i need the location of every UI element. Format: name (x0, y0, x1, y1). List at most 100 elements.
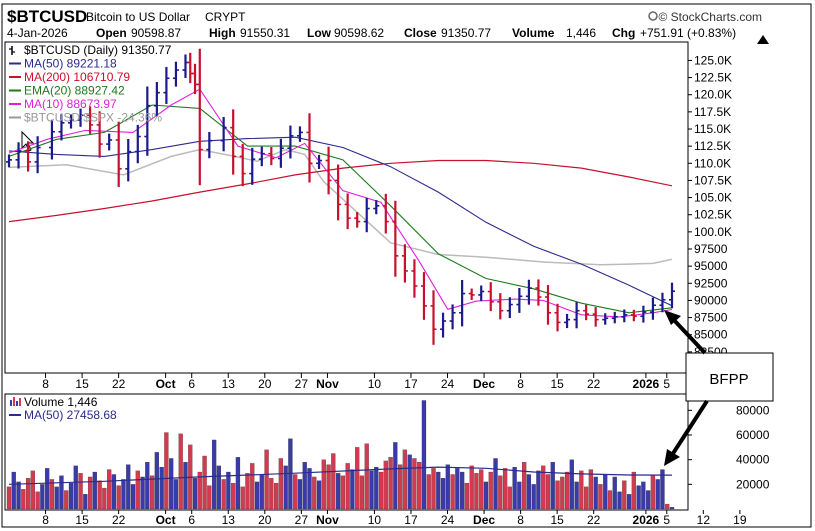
price-legend-label: MA(10) 88673.97 (24, 97, 117, 111)
bfpp-arrow-up-line (670, 316, 707, 355)
ohlc-bar (478, 285, 485, 301)
high-label: High (209, 26, 236, 40)
ohlc-bar (239, 143, 246, 187)
price-x-tick-label: 20 (258, 377, 272, 391)
volume-bar (6, 486, 12, 510)
price-x-tick-label: 17 (404, 377, 418, 391)
ohlc-bar (206, 131, 213, 159)
axes: 8000082500850008750090000925009500097500… (42, 53, 769, 527)
volume-bar (312, 476, 317, 510)
volume-bar (488, 471, 493, 510)
price-y-tick-label: 115.0K (694, 122, 731, 136)
volume-bar (59, 475, 64, 510)
volume-bar (579, 470, 584, 510)
ohlc-bar (449, 304, 456, 330)
volume-legend-item: MA(50) 27458.68 (9, 408, 117, 422)
ohlc-bar (325, 146, 332, 195)
price-x-tick-label: 6 (188, 377, 195, 391)
price-x-tick-label: 22 (587, 377, 601, 391)
volume-bar (421, 400, 427, 510)
volume-label: Volume (512, 26, 555, 40)
ohlc-bar (669, 282, 675, 309)
volume-bar (283, 465, 288, 510)
symbol-name: Bitcoin to US Dollar (86, 10, 190, 24)
volume-x-tick-label: 2026 (633, 513, 660, 527)
ohlc-bar (6, 154, 12, 168)
volume-bar (297, 479, 303, 510)
volume-x-tick-label: Oct (156, 513, 176, 527)
high-value: 91550.31 (240, 26, 290, 40)
price-x-tick-label: 10 (368, 377, 382, 391)
ohlc-bar (649, 297, 656, 320)
volume-bar (545, 474, 551, 510)
volume-bar (574, 481, 579, 510)
volume-bar (450, 474, 455, 510)
volume-bar (402, 449, 408, 510)
volume-bar (464, 483, 470, 510)
ohlc-bar (506, 297, 513, 319)
volume-x-tick-label: 13 (222, 513, 236, 527)
volume-x-tick-label: 15 (75, 513, 89, 527)
price-y-tick-label: 102.5K (694, 208, 732, 222)
ohlc-bar (354, 212, 361, 228)
bfpp-arrow-up-head (664, 310, 681, 325)
volume-bar (646, 490, 651, 510)
volume-bar (183, 462, 188, 510)
ohlc-bar (468, 288, 475, 300)
volume-ma-line (8, 466, 673, 485)
volume-bar (483, 481, 489, 510)
volume-bar (68, 483, 74, 510)
volume-bar (126, 464, 131, 510)
volume-bar (240, 486, 245, 510)
ohlc-bar (34, 136, 41, 174)
volume-bar (30, 470, 35, 510)
volume-bar (40, 484, 45, 510)
price-y-tick-label: 117.5K (694, 105, 731, 119)
ohlc-bar (659, 292, 666, 313)
volume-bar (154, 452, 159, 510)
price-legend-item: EMA(20) 88927.42 (9, 84, 125, 98)
ohlc-bar (220, 116, 227, 152)
ohlc-bar (621, 309, 628, 323)
volume-bar (445, 464, 450, 510)
volume-bar (378, 471, 384, 510)
volume-x-tick-label: 20 (258, 513, 272, 527)
price-plot (6, 48, 675, 345)
ohlc-bar (573, 302, 580, 329)
price-legend-item: MA(50) 89221.18 (9, 57, 117, 71)
scroll-up-icon[interactable] (757, 35, 769, 44)
exchange-label: CRYPT (205, 10, 246, 24)
volume-x-tick-label: 27 (295, 513, 309, 527)
ohlc-bar (125, 139, 132, 182)
volume-bar (207, 485, 212, 510)
volume-bar (64, 490, 69, 510)
volume-bar (345, 463, 350, 510)
volume-bar (16, 481, 21, 510)
ohlc-bar (487, 282, 494, 312)
volume-bar (216, 465, 221, 510)
volume-bar (169, 458, 174, 510)
volume-bar (655, 479, 660, 510)
chg-label: Chg (612, 26, 635, 40)
chg-value: +751.91 (+0.83%) (640, 26, 736, 40)
volume-bar (340, 475, 346, 510)
ohlc-bar (611, 311, 618, 324)
ohlc-bar (544, 285, 551, 325)
price-x-tick-label: 27 (295, 377, 309, 391)
ohlc-bar (602, 313, 609, 325)
volume-bar (588, 469, 594, 510)
ohlc-bar (373, 200, 380, 215)
volume-value: 1,446 (566, 26, 596, 40)
volume-y-tick-label: 40000 (736, 453, 770, 467)
volume-bar (335, 473, 341, 510)
volume-bar (555, 480, 560, 510)
ohlc-bar (516, 287, 523, 313)
price-x-tick-label: 24 (441, 377, 455, 391)
series-line-ma-50- (8, 136, 673, 307)
volume-bar (550, 462, 555, 510)
price-y-tick-label: 95000 (694, 259, 728, 273)
ohlc-bar (249, 147, 256, 185)
volume-bar (302, 462, 307, 510)
